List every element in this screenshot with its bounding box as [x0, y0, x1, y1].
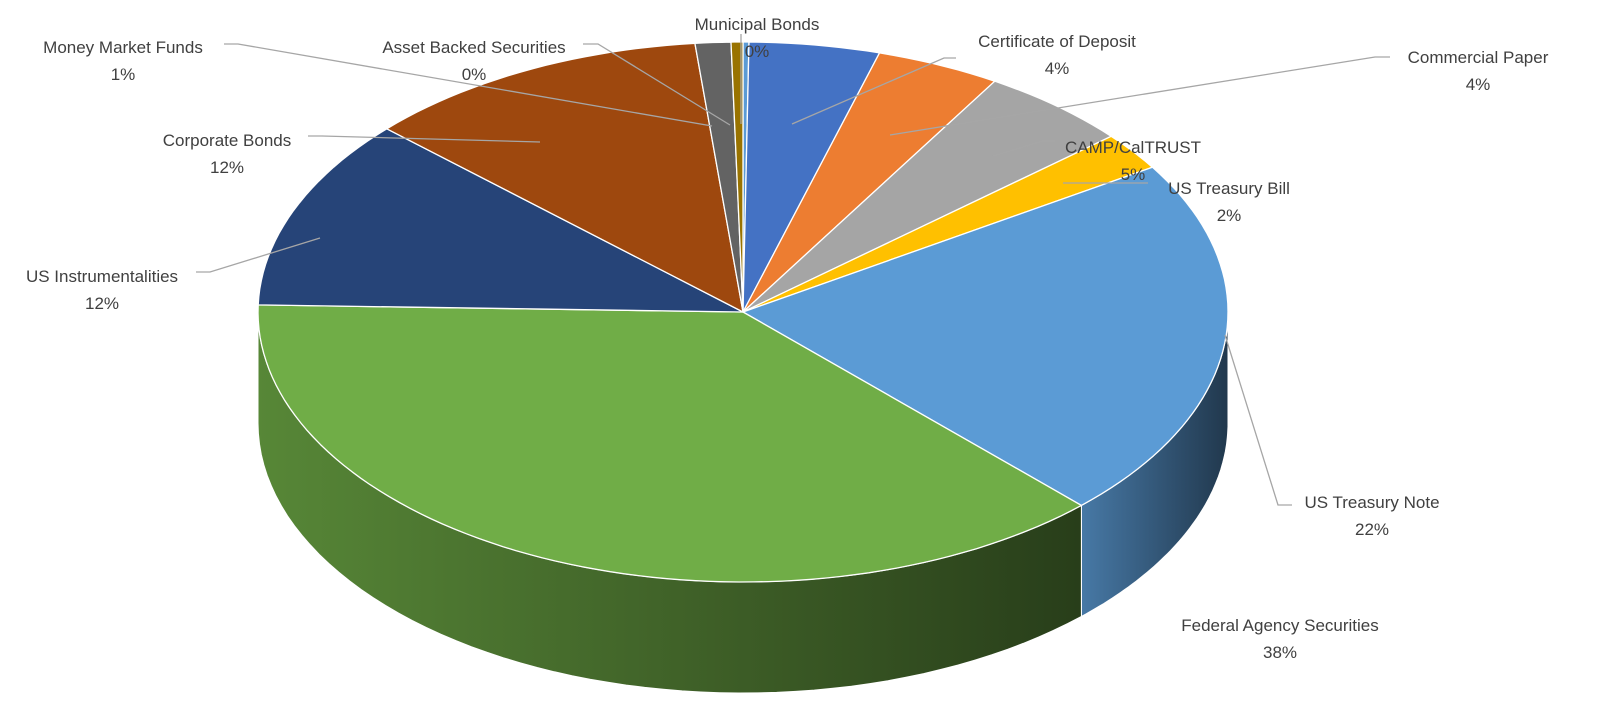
slice-corporate-bonds: [386, 42, 744, 313]
slice-labels: Municipal Bonds 0% Certificate of Deposit 4…: [26, 15, 1549, 662]
leader-line-camp-caltrust: [992, 140, 1055, 157]
label-us-treasury-note: US Treasury Note: [1304, 493, 1439, 512]
pct-municipal-bonds: 0%: [745, 42, 770, 61]
label-money-market-funds: Money Market Funds: [43, 38, 203, 57]
leader-line-certificate-of-deposit: [791, 57, 956, 125]
label-us-treasury-bill: US Treasury Bill: [1168, 179, 1290, 198]
leader-lines: [196, 34, 1390, 506]
pie-tops: [257, 41, 1229, 583]
label-camp-caltrust: CAMP/CalTRUST: [1065, 138, 1201, 157]
leader-line-us-treasury-note: [1224, 334, 1292, 506]
leader-line-us-instrumentalities: [196, 237, 321, 273]
label-us-instrumentalities: US Instrumentalities: [26, 267, 178, 286]
pct-certificate-of-deposit: 4%: [1045, 59, 1070, 78]
slice-asset-backed-securities: [730, 41, 744, 313]
label-federal-agency-securities: Federal Agency Securities: [1181, 616, 1379, 635]
leader-line-asset-backed-securities: [583, 43, 731, 126]
pct-us-treasury-bill: 2%: [1217, 206, 1242, 225]
pct-corporate-bonds: 12%: [210, 158, 244, 177]
label-certificate-of-deposit: Certificate of Deposit: [978, 32, 1136, 51]
slice-certificate-of-deposit: [742, 41, 881, 313]
pct-us-instrumentalities: 12%: [85, 294, 119, 313]
pct-federal-agency-securities: 38%: [1263, 643, 1297, 662]
label-municipal-bonds: Municipal Bonds: [695, 15, 820, 34]
slice-commercial-paper: [742, 52, 996, 313]
slice-camp-caltrust: [742, 80, 1112, 313]
pct-asset-backed-securities: 0%: [462, 65, 487, 84]
slice-us-instrumentalities: [257, 128, 744, 313]
label-corporate-bonds: Corporate Bonds: [163, 131, 292, 150]
leader-line-money-market-funds: [224, 43, 713, 127]
pct-money-market-funds: 1%: [111, 65, 136, 84]
label-asset-backed-securities: Asset Backed Securities: [382, 38, 565, 57]
leader-line-commercial-paper: [889, 56, 1390, 136]
slice-federal-agency-securities: [257, 304, 1083, 583]
slice-us-treasury-bill: [742, 135, 1154, 313]
label-commercial-paper: Commercial Paper: [1408, 48, 1549, 67]
pct-camp-caltrust: 5%: [1121, 165, 1146, 184]
pct-us-treasury-note: 22%: [1355, 520, 1389, 539]
slice-us-treasury-note: [742, 166, 1229, 507]
leader-line-corporate-bonds: [308, 135, 541, 143]
pct-commercial-paper: 4%: [1466, 75, 1491, 94]
